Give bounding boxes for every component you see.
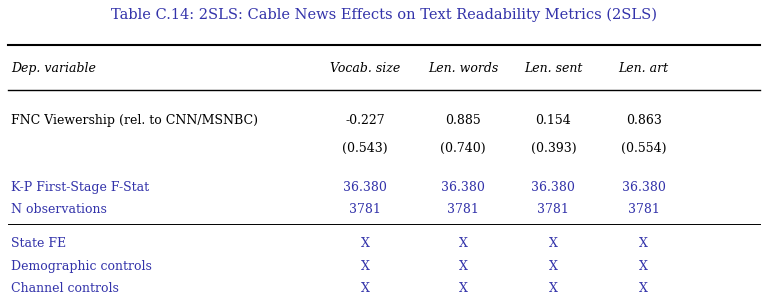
Text: X: X: [549, 237, 558, 249]
Text: N observations: N observations: [12, 203, 108, 216]
Text: 3781: 3781: [447, 203, 479, 216]
Text: X: X: [639, 237, 648, 249]
Text: X: X: [639, 260, 648, 273]
Text: 0.885: 0.885: [445, 114, 481, 127]
Text: X: X: [458, 260, 468, 273]
Text: FNC Viewership (rel. to CNN/MSNBC): FNC Viewership (rel. to CNN/MSNBC): [12, 114, 259, 127]
Text: Len. art: Len. art: [618, 62, 669, 75]
Text: (0.393): (0.393): [531, 142, 576, 155]
Text: X: X: [361, 260, 369, 273]
Text: 36.380: 36.380: [441, 181, 485, 194]
Text: X: X: [639, 282, 648, 295]
Text: (0.543): (0.543): [343, 142, 388, 155]
Text: K-P First-Stage F-Stat: K-P First-Stage F-Stat: [12, 181, 150, 194]
Text: (0.554): (0.554): [621, 142, 667, 155]
Text: X: X: [549, 260, 558, 273]
Text: X: X: [549, 282, 558, 295]
Text: X: X: [361, 282, 369, 295]
Text: Dep. variable: Dep. variable: [12, 62, 96, 75]
Text: 36.380: 36.380: [622, 181, 666, 194]
Text: X: X: [458, 237, 468, 249]
Text: X: X: [458, 282, 468, 295]
Text: Vocab. size: Vocab. size: [330, 62, 400, 75]
Text: 3781: 3781: [538, 203, 569, 216]
Text: (0.740): (0.740): [440, 142, 486, 155]
Text: Len. sent: Len. sent: [524, 62, 583, 75]
Text: State FE: State FE: [12, 237, 67, 249]
Text: Demographic controls: Demographic controls: [12, 260, 152, 273]
Text: 0.154: 0.154: [535, 114, 571, 127]
Text: Table C.14: 2SLS: Cable News Effects on Text Readability Metrics (2SLS): Table C.14: 2SLS: Cable News Effects on …: [111, 7, 657, 22]
Text: 0.863: 0.863: [626, 114, 661, 127]
Text: 36.380: 36.380: [343, 181, 387, 194]
Text: 36.380: 36.380: [531, 181, 575, 194]
Text: Len. words: Len. words: [428, 62, 498, 75]
Text: 3781: 3781: [627, 203, 660, 216]
Text: Channel controls: Channel controls: [12, 282, 119, 295]
Text: X: X: [361, 237, 369, 249]
Text: 3781: 3781: [349, 203, 381, 216]
Text: -0.227: -0.227: [346, 114, 385, 127]
